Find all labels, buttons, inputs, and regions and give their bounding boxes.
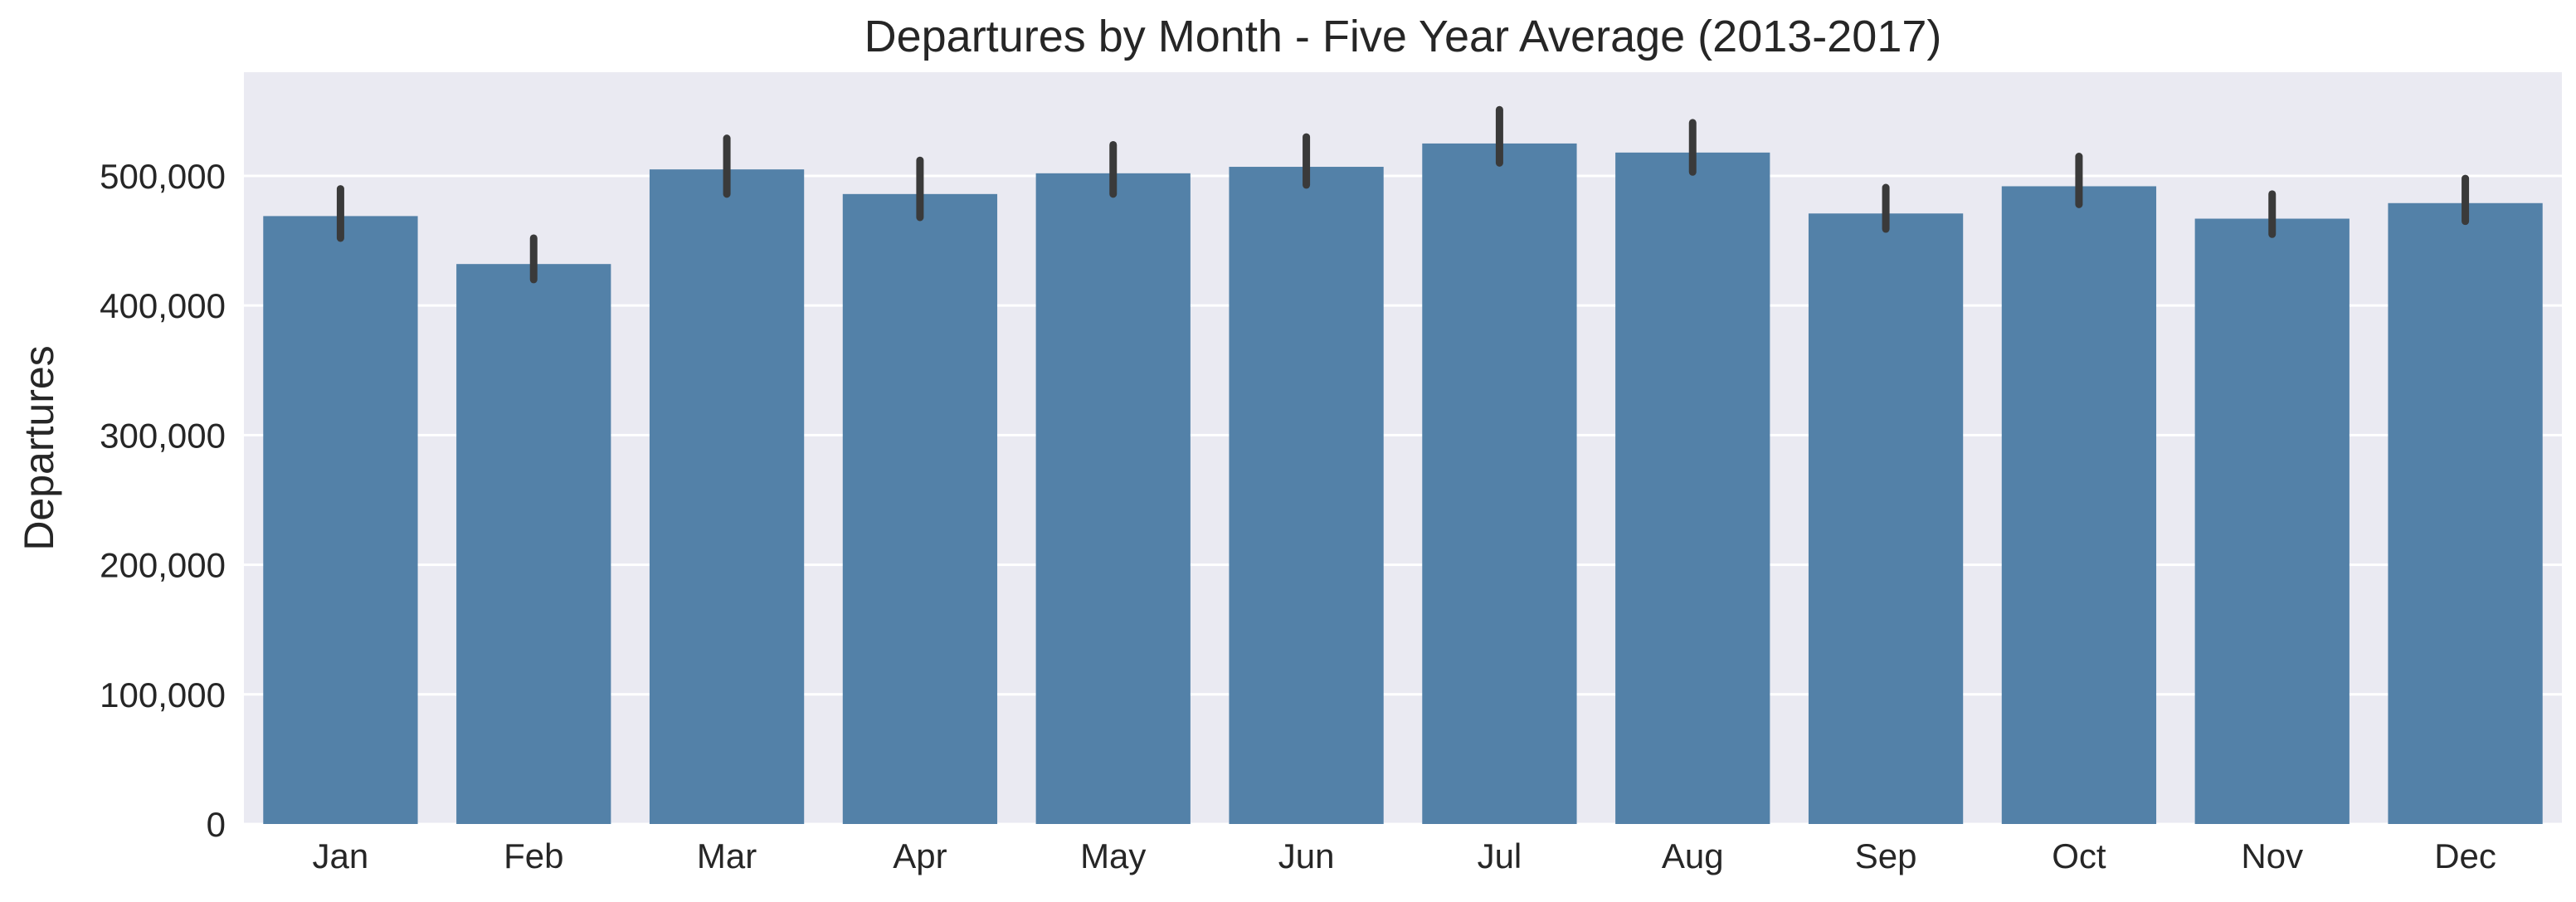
- grid-lines: [244, 174, 2562, 826]
- y-axis-ticks: 0 100,000 200,000 300,000 400,000 500,000: [100, 157, 226, 844]
- bar-jun: [1229, 167, 1384, 825]
- y-tick-label: 300,000: [100, 416, 226, 455]
- x-tick-label: Sep: [1855, 836, 1917, 875]
- x-tick-label: Jun: [1278, 836, 1335, 875]
- y-tick-label: 400,000: [100, 286, 226, 325]
- bar-apr: [842, 193, 998, 825]
- bar-oct: [2001, 186, 2157, 825]
- chart-title: Departures by Month - Five Year Average …: [864, 12, 1942, 61]
- bar-mar: [649, 169, 805, 825]
- x-tick-label: Mar: [697, 836, 757, 875]
- x-tick-label: Nov: [2241, 836, 2303, 875]
- x-tick-label: Dec: [2434, 836, 2496, 875]
- x-tick-label: Oct: [2052, 836, 2106, 875]
- bar-sep: [1808, 213, 1964, 824]
- error-bars: [336, 105, 2470, 284]
- bars: [263, 143, 2543, 825]
- x-tick-label: Jan: [313, 836, 369, 875]
- plot-area: [244, 72, 2562, 824]
- bar-feb: [456, 264, 611, 824]
- y-axis-label: Departures: [16, 345, 62, 550]
- bar-aug: [1615, 152, 1770, 825]
- bar-jan: [263, 216, 418, 824]
- y-tick-label: 100,000: [100, 675, 226, 714]
- bar-dec: [2388, 202, 2543, 824]
- bar-nov: [2194, 218, 2350, 824]
- x-tick-label: Feb: [504, 836, 563, 875]
- x-tick-label: Apr: [893, 836, 947, 875]
- x-tick-label: Jul: [1478, 836, 1522, 875]
- x-tick-label: Aug: [1662, 836, 1724, 875]
- x-tick-label: May: [1080, 836, 1146, 875]
- y-tick-label: 500,000: [100, 157, 226, 196]
- bar-jul: [1422, 143, 1577, 824]
- bar-may: [1035, 173, 1191, 825]
- x-axis-ticks: Jan Feb Mar Apr May Jun Jul Aug Sep Oct Nov Dec: [313, 836, 2496, 875]
- y-tick-label: 200,000: [100, 546, 226, 585]
- y-tick-label: 0: [207, 805, 226, 844]
